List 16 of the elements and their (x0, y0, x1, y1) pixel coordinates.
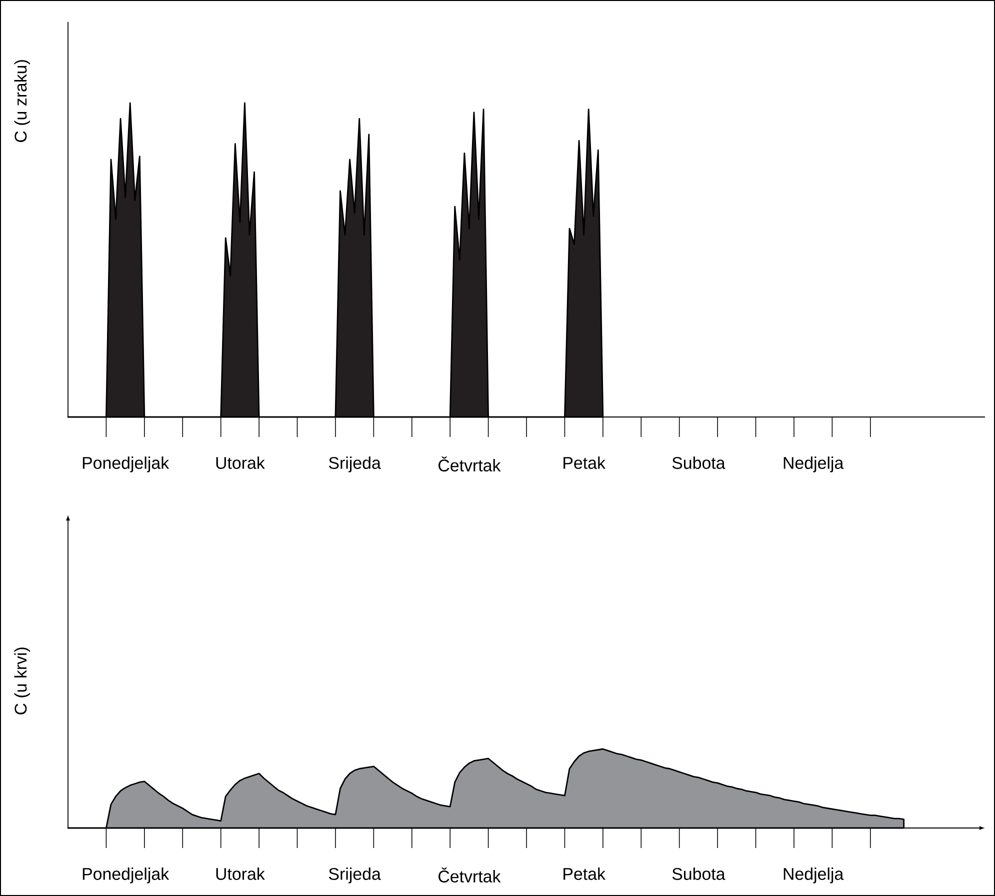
x-tick-label: Četvrtak (438, 456, 501, 472)
x-tick-label: Petak (564, 868, 606, 880)
x-tick-label: Srijeda (328, 456, 381, 472)
x-tick-label: Subota (672, 456, 726, 469)
x-tick-label: Ponedjeljak (82, 456, 170, 472)
x-tick-label: Utorak (216, 868, 265, 880)
y-axis-title: C (u krvi) (14, 648, 30, 714)
x-tick-label: Srijeda (328, 868, 381, 884)
x-tick-label: Četvrtak (438, 868, 501, 882)
x-tick-label: Nedjelja (784, 456, 844, 472)
x-tick-label: Nedjelja (784, 868, 844, 884)
y-axis-title: C (u zraku) (14, 60, 30, 142)
x-tick-label: Subota (672, 868, 726, 880)
x-tick-label: Utorak (216, 456, 265, 469)
x-tick-label: Petak (564, 456, 606, 469)
x-tick-label: Ponedjeljak (82, 868, 170, 884)
